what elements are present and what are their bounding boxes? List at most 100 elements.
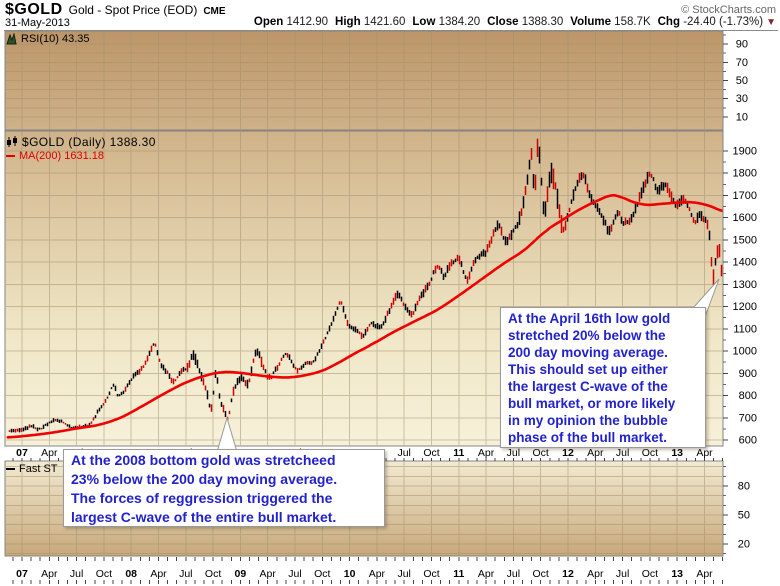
y-axis-label: 1800 <box>733 168 757 180</box>
x-axis-label: Apr <box>369 568 386 580</box>
x-axis-label: Jul <box>397 447 410 459</box>
x-axis-label: Oct <box>423 447 439 459</box>
x-axis-label: Jul <box>507 447 520 459</box>
x-axis-label: Apr <box>587 568 604 580</box>
x-axis-label: Jul <box>288 568 301 580</box>
y-axis-label: 1200 <box>733 301 757 313</box>
y-axis-label: 600 <box>739 435 757 447</box>
x-axis-label: Apr <box>260 568 277 580</box>
x-axis-label: Jul <box>397 568 410 580</box>
change-label: Chg <box>657 16 680 28</box>
x-axis-label: 07 <box>16 568 28 580</box>
x-axis-label: Apr <box>478 568 495 580</box>
quote-date: 31-May-2013 <box>5 17 70 29</box>
sto-legend-label: Fast ST <box>19 463 58 475</box>
rsi-legend-label: RSI(10) 43.35 <box>21 33 90 45</box>
close-value: 1388.30 <box>521 16 564 28</box>
open-value: 1412.90 <box>286 16 329 28</box>
x-axis-label: Apr <box>696 568 713 580</box>
y-axis-label: 50 <box>738 510 750 522</box>
annotation-text-2008: At the 2008 bottom gold was stretcheed 2… <box>71 452 338 525</box>
x-axis-label: 12 <box>562 447 574 459</box>
x-axis-label: 08 <box>125 568 137 580</box>
ma-legend-label: MA(200) 1631.18 <box>19 150 104 162</box>
high-label: High <box>335 16 361 28</box>
x-axis-label: 13 <box>671 568 683 580</box>
x-axis-label: Apr <box>478 447 495 459</box>
x-axis-label: Oct <box>533 447 549 459</box>
exchange-label: CME <box>203 6 226 17</box>
y-axis-label: 1000 <box>733 346 757 358</box>
x-axis-label: Apr <box>587 447 604 459</box>
y-axis-label: 700 <box>739 412 757 424</box>
low-value: 1384.20 <box>438 16 481 28</box>
y-axis-label: 1600 <box>733 212 757 224</box>
x-axis-label: Oct <box>533 568 549 580</box>
y-axis-label: 10 <box>736 111 748 123</box>
candlestick-icon <box>7 136 17 147</box>
x-axis-label: Apr <box>696 447 713 459</box>
x-axis-label: Jul <box>616 447 629 459</box>
x-axis-label: Oct <box>314 568 330 580</box>
price-series-legend: $GOLD (Daily) 1388.30 <box>6 135 156 149</box>
volume-label: Volume <box>570 16 611 28</box>
rsi-legend: RSI(10) 43.35 <box>6 33 89 45</box>
ohlc-quote-row: Open 1412.90 High 1421.60 Low 1384.20 Close… <box>247 16 776 28</box>
annotation-text-april-16: At the April 16th low gold stretched 20%… <box>508 311 676 445</box>
y-axis-label: 900 <box>739 368 757 380</box>
x-axis-label: Jul <box>179 568 192 580</box>
x-axis-label: Apr <box>41 447 58 459</box>
low-label: Low <box>412 16 436 28</box>
y-axis-label: 1400 <box>733 257 757 269</box>
close-label: Close <box>487 16 519 28</box>
annotation-box-2008-bottom: At the 2008 bottom gold was stretcheed 2… <box>63 449 385 527</box>
chart-title-row: $GOLD Gold - Spot Price (EOD) CME <box>5 1 226 19</box>
x-axis-label: 07 <box>16 447 28 459</box>
x-axis-label: Apr <box>41 568 58 580</box>
high-value: 1421.60 <box>363 16 406 28</box>
price-legend-label: $GOLD (Daily) 1388.30 <box>22 135 156 149</box>
x-axis-label: Oct <box>205 568 221 580</box>
x-axis-label: 11 <box>453 447 464 459</box>
rsi-indicator-icon <box>6 33 17 45</box>
price-panel-border <box>4 130 724 447</box>
volume-value: 158.7K <box>614 16 651 28</box>
y-axis-label: 20 <box>738 539 750 551</box>
y-axis-label: 1700 <box>733 190 757 202</box>
y-axis-label: 90 <box>736 39 748 51</box>
open-label: Open <box>253 16 284 28</box>
x-axis-label: Apr <box>150 568 167 580</box>
stochastics-legend: Fast ST <box>6 463 58 475</box>
annotation-box-april-16-low: At the April 16th low gold stretched 20%… <box>500 307 706 448</box>
copyright-label: © StockCharts.com <box>681 4 776 16</box>
x-axis-label: Oct <box>642 568 658 580</box>
y-axis-label: 1500 <box>733 234 757 246</box>
ma-legend: MA(200) 1631.18 <box>6 150 104 162</box>
y-axis-label: 80 <box>738 481 750 493</box>
change-down-triangle-icon: ▼ <box>766 17 776 28</box>
ma200-line <box>6 194 723 439</box>
y-axis-label: 50 <box>736 75 748 87</box>
y-axis-labels: 600 700 800 900 1000 1100 1200 1300 1400 1500 1600… <box>723 34 757 555</box>
x-axis-label: Jul <box>616 568 629 580</box>
x-axis-label: 10 <box>344 568 356 580</box>
x-axis-label: Oct <box>642 447 658 459</box>
y-axis-label: 1900 <box>733 146 757 158</box>
y-axis-label: 800 <box>739 390 757 402</box>
x-axis-label: 11 <box>453 568 464 580</box>
sto-line-icon <box>6 468 15 470</box>
x-axis-label: Oct <box>96 568 112 580</box>
x-axis-label: 13 <box>671 447 683 459</box>
y-axis-label: 1300 <box>733 279 757 291</box>
ticker-symbol: $GOLD <box>5 1 63 18</box>
ticker-description: Gold - Spot Price (EOD) <box>68 3 198 17</box>
x-axis-label: 09 <box>235 568 247 580</box>
y-axis-label: 70 <box>736 57 748 69</box>
x-axis-label: 12 <box>562 568 574 580</box>
x-axis-label: Oct <box>423 568 439 580</box>
x-axis-label: Jul <box>507 568 520 580</box>
y-axis-label: 1100 <box>733 323 757 335</box>
ma-line-icon <box>6 155 15 157</box>
x-axis-label: Jul <box>70 568 83 580</box>
